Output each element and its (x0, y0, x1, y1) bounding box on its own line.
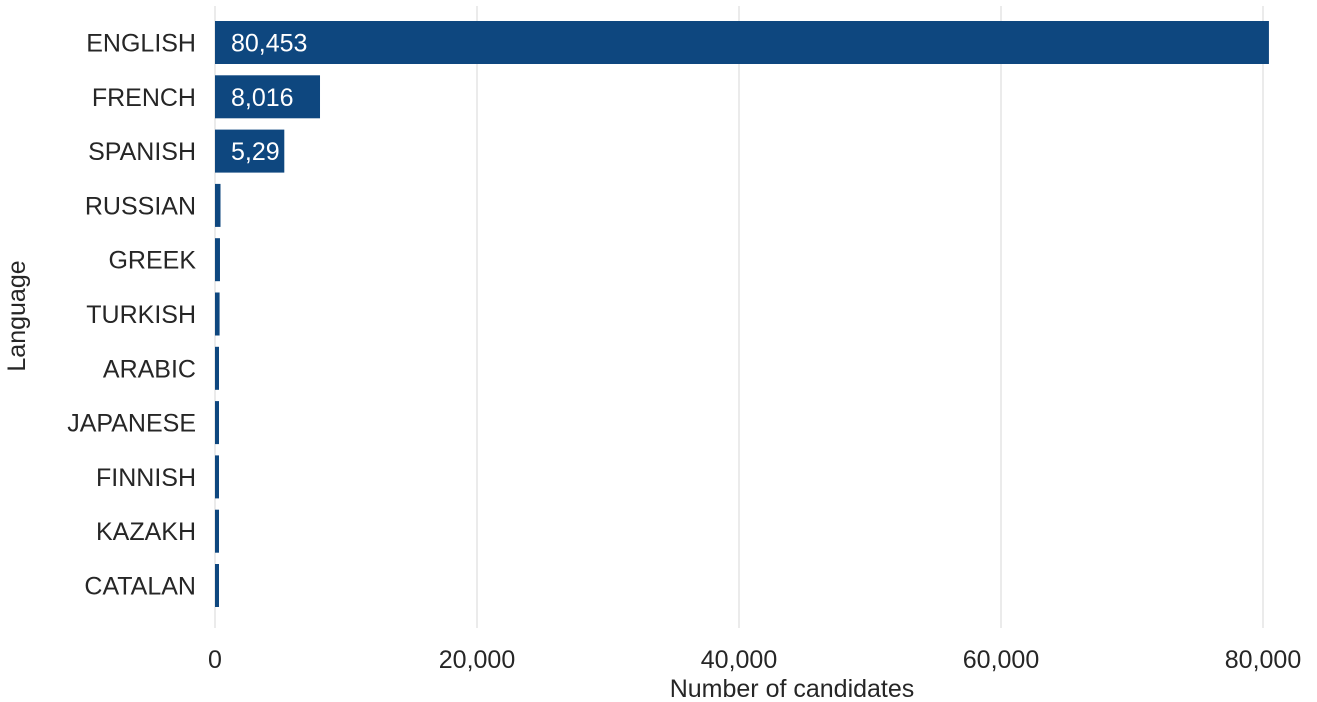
x-axis-title: Number of candidates (670, 675, 915, 702)
x-tick-label: 0 (208, 646, 222, 674)
bar (215, 292, 220, 336)
bar (215, 21, 1269, 64)
y-tick-label: JAPANESE (67, 410, 196, 438)
y-tick-label: GREEK (108, 247, 196, 275)
x-axis-tick-labels: 0 20,000 40,000 60,000 80,000 (208, 646, 1301, 674)
bar (215, 183, 221, 227)
y-tick-label: CATALAN (84, 573, 196, 601)
y-axis-tick-labels: ENGLISH FRENCH SPANISH RUSSIAN GREEK TURKISH A… (67, 30, 196, 601)
y-tick-label: ARABIC (103, 355, 196, 383)
y-tick-label: KAZAKH (96, 518, 196, 546)
y-tick-label: TURKISH (86, 301, 196, 329)
bar-value-label: 5,29 (231, 138, 280, 166)
bar (215, 401, 219, 445)
bar (215, 509, 219, 553)
bar (215, 455, 219, 499)
bar (215, 564, 219, 607)
y-tick-label: ENGLISH (86, 30, 196, 58)
y-tick-label: FINNISH (96, 464, 196, 492)
bar (215, 75, 321, 119)
x-tick-label: 80,000 (1225, 646, 1301, 674)
bar (215, 346, 219, 390)
y-tick-label: RUSSIAN (85, 192, 196, 220)
gridlines (214, 6, 1264, 628)
bar (215, 238, 220, 282)
x-tick-label: 40,000 (701, 646, 777, 674)
y-tick-label: SPANISH (88, 138, 196, 166)
y-axis-title: Language (3, 260, 31, 371)
y-tick-label: FRENCH (92, 84, 196, 112)
bar-value-labels: 80,453 8,016 5,29 (231, 30, 307, 167)
bar (215, 129, 285, 173)
x-tick-label: 60,000 (963, 646, 1039, 674)
x-tick-label: 20,000 (439, 646, 515, 674)
bar-value-label: 80,453 (231, 30, 307, 58)
bars (215, 21, 1269, 607)
bar-value-label: 8,016 (231, 84, 294, 112)
